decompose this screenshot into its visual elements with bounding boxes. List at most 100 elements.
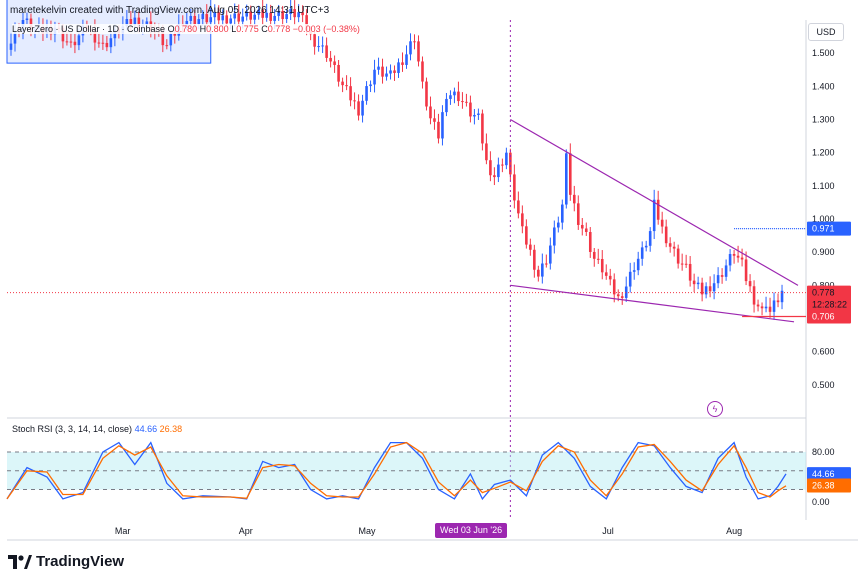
candle-body[interactable] [125, 19, 129, 27]
candle-body[interactable] [509, 152, 512, 175]
candle-body[interactable] [241, 16, 245, 22]
candle-body[interactable] [353, 100, 356, 102]
tradingview-logo[interactable]: TradingView [8, 553, 124, 570]
candle-body[interactable] [700, 282, 704, 295]
candle-body[interactable] [612, 279, 616, 295]
candle-body[interactable] [237, 13, 241, 22]
candle-body[interactable] [361, 100, 364, 116]
candle-body[interactable] [449, 95, 452, 99]
candle-body[interactable] [437, 121, 440, 139]
candle-body[interactable] [652, 199, 656, 232]
candle-body[interactable] [760, 306, 764, 309]
candle-body[interactable] [497, 164, 500, 178]
candle-body[interactable] [429, 106, 432, 119]
candle-body[interactable] [588, 232, 592, 252]
candle-body[interactable] [608, 275, 612, 280]
candle-body[interactable] [289, 9, 292, 15]
candle-body[interactable] [648, 231, 652, 246]
candle-body[interactable] [485, 143, 488, 161]
candle-body[interactable] [553, 227, 556, 246]
currency-button[interactable]: USD [808, 23, 844, 41]
candle-body[interactable] [740, 257, 744, 260]
candle-body[interactable] [748, 281, 752, 287]
candle-body[interactable] [676, 248, 680, 264]
candle-body[interactable] [9, 43, 13, 50]
candle-body[interactable] [257, 9, 260, 15]
candle-body[interactable] [644, 245, 648, 248]
candle-body[interactable] [213, 12, 217, 18]
candle-body[interactable] [409, 41, 412, 55]
candle-body[interactable] [421, 61, 424, 82]
candle-body[interactable] [457, 91, 460, 102]
candle-body[interactable] [465, 101, 468, 103]
candle-body[interactable] [221, 15, 225, 21]
candle-body[interactable] [576, 203, 580, 225]
candle-body[interactable] [592, 251, 596, 259]
candle-body[interactable] [708, 286, 712, 292]
candle-body[interactable] [433, 118, 436, 122]
candle-body[interactable] [493, 175, 496, 178]
candle-body[interactable] [261, 9, 264, 18]
candle-body[interactable] [716, 275, 720, 284]
candle-body[interactable] [69, 41, 73, 43]
candle-body[interactable] [768, 306, 772, 312]
candle-body[interactable] [161, 31, 165, 46]
candle-body[interactable] [405, 54, 408, 65]
candle-body[interactable] [692, 280, 696, 285]
candle-body[interactable] [513, 174, 516, 201]
candle-body[interactable] [365, 86, 368, 101]
candle-body[interactable] [704, 286, 708, 295]
candle-body[interactable] [373, 69, 376, 85]
candle-body[interactable] [253, 14, 256, 20]
candle-body[interactable] [752, 286, 756, 305]
candle-body[interactable] [572, 194, 576, 204]
candle-body[interactable] [393, 70, 396, 73]
candle-body[interactable] [93, 29, 97, 43]
candle-body[interactable] [580, 224, 584, 229]
candle-body[interactable] [640, 247, 644, 259]
candle-body[interactable] [505, 152, 508, 166]
candle-body[interactable] [165, 45, 169, 47]
stoch-rsi-k-line[interactable] [6, 441, 787, 501]
candle-body[interactable] [197, 19, 201, 25]
candle-body[interactable] [533, 249, 536, 270]
candle-body[interactable] [624, 286, 628, 298]
candle-body[interactable] [345, 85, 348, 87]
candle-body[interactable] [696, 282, 700, 285]
candle-body[interactable] [489, 160, 492, 176]
candle-body[interactable] [357, 101, 360, 116]
candle-body[interactable] [217, 12, 221, 21]
candle-body[interactable] [764, 306, 768, 309]
candle-body[interactable] [744, 259, 748, 282]
candle-body[interactable] [728, 254, 732, 266]
candle-body[interactable] [616, 294, 620, 297]
candle-body[interactable] [277, 10, 280, 16]
candle-body[interactable] [780, 290, 784, 303]
candle-body[interactable] [349, 86, 352, 101]
candle-body[interactable] [724, 265, 728, 277]
candle-body[interactable] [381, 66, 384, 77]
price-axis[interactable]: 1.500 1.400 1.300 1.200 1.100 1.000 0.900 0.800… [812, 48, 835, 507]
candle-body[interactable] [173, 33, 177, 36]
candle-body[interactable] [756, 304, 760, 307]
candle-body[interactable] [545, 263, 548, 265]
candle-body[interactable] [680, 263, 684, 265]
candle-body[interactable] [105, 42, 109, 48]
candle-body[interactable] [209, 17, 213, 23]
candle-body[interactable] [445, 98, 448, 113]
candle-body[interactable] [273, 15, 276, 21]
candle-body[interactable] [25, 18, 29, 20]
candle-body[interactable] [77, 35, 81, 46]
candle-body[interactable] [561, 204, 564, 223]
candle-body[interactable] [656, 199, 660, 220]
candle-body[interactable] [668, 243, 672, 247]
candle-body[interactable] [101, 42, 105, 44]
candle-body[interactable] [293, 9, 296, 18]
candle-body[interactable] [145, 21, 149, 25]
candle-body[interactable] [557, 222, 560, 228]
candle-body[interactable] [333, 61, 336, 65]
candle-body[interactable] [453, 91, 456, 96]
stoch-rsi-d-line[interactable] [6, 441, 787, 500]
candle-body[interactable] [321, 45, 324, 47]
candle-body[interactable] [584, 228, 588, 233]
